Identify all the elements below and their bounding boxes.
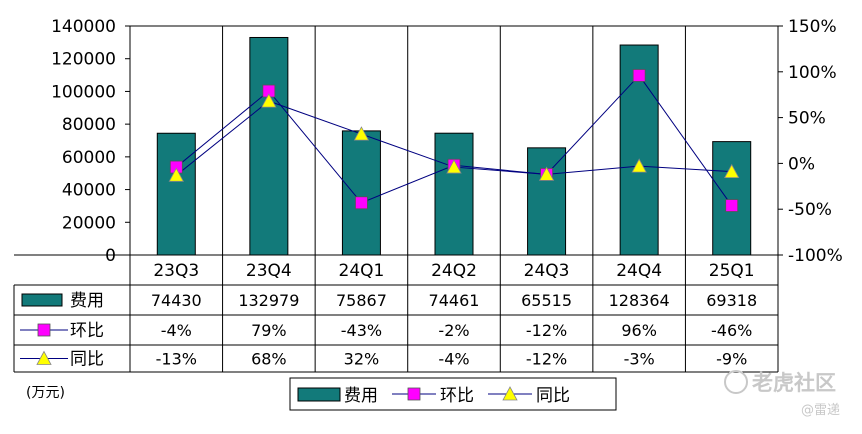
y2-tick-label: 100% <box>788 63 837 83</box>
x-tick-label: 24Q4 <box>616 261 662 281</box>
y2-tick-label: 0% <box>788 154 815 174</box>
marker-yoy <box>168 167 184 182</box>
legend-label: 费用 <box>344 386 378 406</box>
bar-fee <box>341 130 381 256</box>
table-cell: 68% <box>251 350 287 369</box>
y-tick-label: 0 <box>105 246 116 266</box>
watermark-logo-icon <box>724 370 748 394</box>
table-cell: -12% <box>526 321 567 340</box>
y-tick-label: 20000 <box>62 213 116 233</box>
table-cell: -13% <box>156 350 197 369</box>
marker-qoq <box>632 69 646 82</box>
table-key-square <box>37 323 51 337</box>
legend-key-square <box>407 387 421 401</box>
table-key-triangle <box>36 350 52 365</box>
x-tick-label: 24Q3 <box>524 261 570 281</box>
table-cell: 74461 <box>429 291 480 310</box>
table-cell: 65515 <box>521 291 572 310</box>
table-cell: -46% <box>711 321 752 340</box>
legend-frame <box>289 377 617 411</box>
marker-yoy <box>353 126 370 141</box>
y-tick-label: 80000 <box>62 115 116 135</box>
table-cell: 74430 <box>151 291 202 310</box>
table-cell: 75867 <box>336 291 387 310</box>
marker-yoy <box>538 166 555 181</box>
x-tick-label: 25Q1 <box>709 261 755 281</box>
y-tick-label: 120000 <box>51 50 116 70</box>
table-cell: -43% <box>341 321 382 340</box>
watermark: 老虎社区 @雷递 <box>724 370 840 418</box>
bar-fee <box>156 132 196 256</box>
table-key-bar <box>21 293 63 307</box>
table-row-label: 费用 <box>70 291 104 311</box>
table-cell: 128364 <box>609 291 670 310</box>
x-tick-label: 24Q2 <box>431 261 477 281</box>
table-cell: 79% <box>251 321 287 340</box>
legend-key-triangle <box>502 386 518 401</box>
x-tick-label: 23Q3 <box>153 261 199 281</box>
legend-label: 同比 <box>536 386 570 406</box>
bar-fee <box>527 147 567 256</box>
y-tick-label: 60000 <box>62 148 116 168</box>
x-tick-label: 24Q1 <box>339 261 385 281</box>
legend-key-bar <box>297 387 341 402</box>
table-cell: -12% <box>526 350 567 369</box>
table-row-label: 环比 <box>70 321 104 341</box>
y-tick-label: 140000 <box>51 17 116 37</box>
table-cell: -9% <box>716 350 747 369</box>
marker-qoq <box>355 196 368 210</box>
bar-fee <box>712 141 752 256</box>
x-tick-label: 23Q4 <box>246 261 292 281</box>
table-cell: -3% <box>624 350 655 369</box>
y2-tick-label: -100% <box>788 246 843 266</box>
unit-label: (万元) <box>26 385 65 401</box>
table-row-label: 同比 <box>70 350 104 370</box>
marker-yoy <box>631 158 647 173</box>
marker-yoy <box>724 163 740 179</box>
bar-fee <box>249 36 289 256</box>
table-cell: -4% <box>161 321 192 340</box>
table-cell: 32% <box>344 350 380 369</box>
watermark-brand: 老虎社区 <box>752 371 836 395</box>
legend-label: 环比 <box>440 386 474 406</box>
y2-tick-label: 50% <box>788 109 826 129</box>
watermark-author: @雷递 <box>801 403 840 418</box>
table-cell: 69318 <box>706 291 757 310</box>
y2-tick-label: 150% <box>788 17 837 37</box>
bar-fee <box>434 132 474 256</box>
y2-tick-label: -50% <box>788 200 832 220</box>
table-cell: -2% <box>438 321 469 340</box>
marker-yoy <box>446 159 462 174</box>
legend: 费用 环比 同比 <box>289 377 617 411</box>
y-tick-label: 100000 <box>51 82 116 102</box>
table-cell: 96% <box>621 321 657 340</box>
marker-yoy <box>261 93 277 108</box>
marker-qoq <box>725 199 739 212</box>
table-cell: 132979 <box>238 291 299 310</box>
table-cell: -4% <box>438 350 469 369</box>
y-tick-label: 40000 <box>62 181 116 201</box>
